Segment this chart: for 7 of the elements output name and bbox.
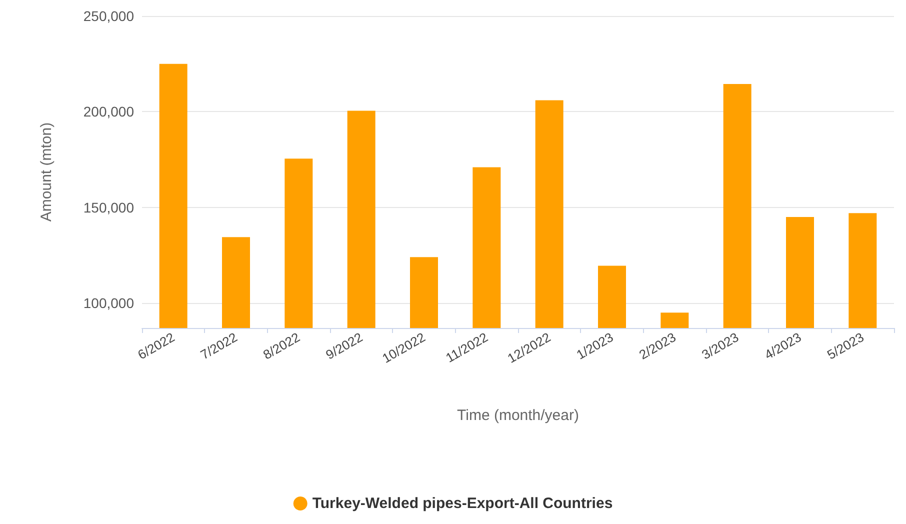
legend-label: Turkey-Welded pipes-Export-All Countries [312, 495, 613, 512]
x-axis-title: Time (month/year) [457, 407, 579, 424]
y-tick-label: 250,000 [83, 8, 134, 24]
y-tick-label: 100,000 [83, 295, 134, 312]
y-tick-label: 200,000 [83, 104, 134, 120]
y-tick-label: 150,000 [83, 199, 134, 216]
y-axis-title: Amount (mton) [38, 122, 55, 222]
